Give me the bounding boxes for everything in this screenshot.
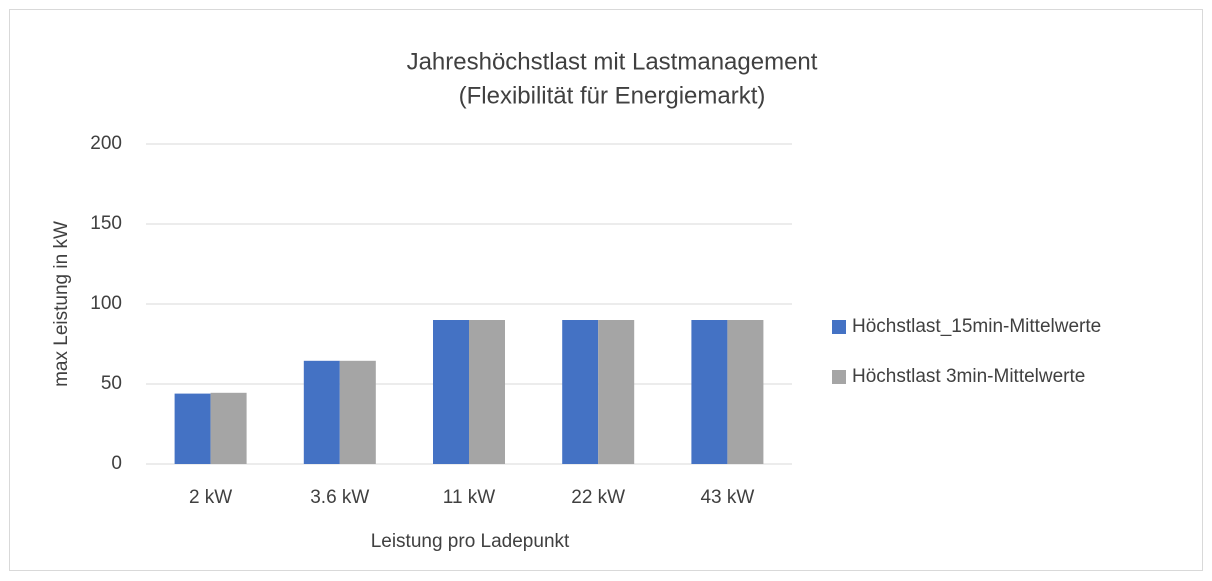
legend-swatch xyxy=(832,370,846,384)
x-tick-label: 2 kW xyxy=(189,487,232,508)
bar xyxy=(691,320,728,464)
bar xyxy=(339,360,376,464)
legend-label: Höchstlast 3min-Mittelwerte xyxy=(852,366,1085,387)
chart-border xyxy=(9,9,1203,571)
y-tick-label: 100 xyxy=(90,293,122,314)
bar xyxy=(469,320,505,464)
bar xyxy=(727,320,764,464)
y-tick-label: 150 xyxy=(90,213,122,234)
x-tick-label: 22 kW xyxy=(571,487,625,508)
bar xyxy=(210,392,247,464)
bar xyxy=(303,360,340,464)
y-tick-label: 200 xyxy=(90,133,122,154)
x-tick-label: 3.6 kW xyxy=(310,487,369,508)
legend-swatch xyxy=(832,320,846,334)
x-axis-label: Leistung pro Ladepunkt xyxy=(371,531,570,552)
chart-title: Jahreshöchstlast mit Lastmanagement xyxy=(407,48,818,75)
y-axis-label: max Leistung in kW xyxy=(51,221,72,387)
bar xyxy=(562,320,599,464)
x-tick-label: 11 kW xyxy=(443,487,496,508)
y-tick-label: 50 xyxy=(101,373,122,394)
x-tick-label: 43 kW xyxy=(700,487,754,508)
bar xyxy=(174,393,211,464)
y-tick-label: 0 xyxy=(111,453,122,474)
legend-label: Höchstlast_15min-Mittelwerte xyxy=(852,316,1101,337)
bar xyxy=(433,320,469,464)
bar xyxy=(598,320,635,464)
chart-title: (Flexibilität für Energiemarkt) xyxy=(459,82,766,109)
